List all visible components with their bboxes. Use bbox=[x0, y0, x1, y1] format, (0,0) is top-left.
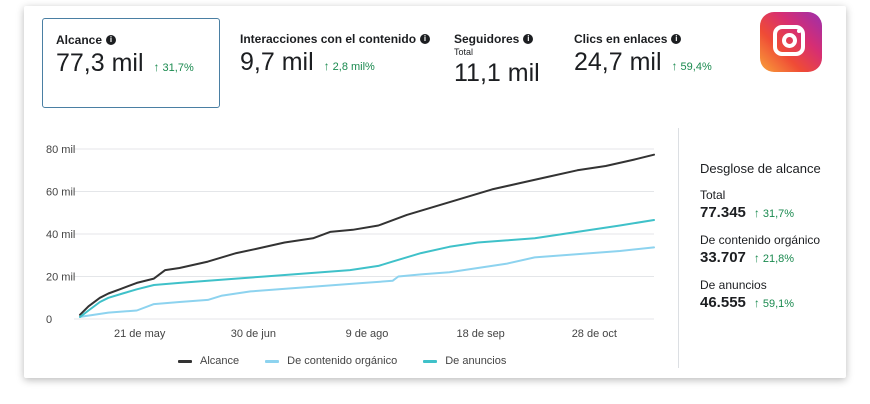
breakdown-divider bbox=[678, 128, 679, 368]
reach-breakdown: Desglose de alcance Total 77.345 ↑ 31,7% … bbox=[700, 161, 846, 311]
legend-item-reach[interactable]: Alcance bbox=[178, 355, 239, 367]
breakdown-item-value-row: 33.707 ↑ 21,8% bbox=[700, 249, 846, 266]
metric-interactions-change-value: 2,8 mil% bbox=[332, 61, 375, 73]
arrow-up-icon: ↑ bbox=[753, 296, 760, 310]
metric-followers-label-row: Seguidores i bbox=[454, 32, 540, 46]
insights-card: Alcance i 77,3 mil ↑ 31,7% Interacciones … bbox=[24, 6, 846, 378]
legend-item-ads[interactable]: De anuncios bbox=[423, 355, 506, 367]
metric-interactions-label-row: Interacciones con el contenido i bbox=[240, 32, 431, 46]
metric-link-clicks-value: 24,7 mil bbox=[574, 48, 662, 76]
metric-reach[interactable]: Alcance i 77,3 mil ↑ 31,7% bbox=[42, 18, 220, 108]
x-tick-label: 28 de oct bbox=[572, 328, 617, 340]
arrow-up-icon: ↑ bbox=[753, 251, 760, 265]
breakdown-item-label: De anuncios bbox=[700, 278, 767, 292]
info-icon[interactable]: i bbox=[523, 34, 534, 44]
metric-interactions[interactable]: Interacciones con el contenido i 9,7 mil… bbox=[240, 32, 431, 77]
legend-swatch bbox=[423, 359, 438, 363]
chart-legend: Alcance De contenido orgánico De anuncio… bbox=[178, 355, 506, 367]
breakdown-item-change: ↑ 21,8% bbox=[754, 251, 794, 265]
metric-followers-value-row: 11,1 mil bbox=[454, 59, 540, 88]
breakdown-item-label: Total bbox=[700, 188, 726, 202]
info-icon[interactable]: i bbox=[106, 35, 117, 45]
metric-interactions-label: Interacciones con el contenido bbox=[240, 32, 417, 46]
breakdown-item-value: 77.345 bbox=[700, 204, 746, 221]
metric-reach-change-value: 31,7% bbox=[162, 62, 194, 74]
breakdown-item-value: 33.707 bbox=[700, 249, 746, 266]
legend-label: De contenido orgánico bbox=[287, 355, 398, 367]
legend-label: De anuncios bbox=[445, 355, 507, 367]
breakdown-title: Desglose de alcance bbox=[700, 161, 821, 176]
metric-link-clicks-label: Clics en enlaces bbox=[574, 32, 668, 46]
y-tick-label: 80 mil bbox=[46, 144, 75, 156]
x-tick-label: 18 de sep bbox=[456, 328, 504, 340]
instagram-logo-ring bbox=[773, 25, 805, 56]
legend-label: Alcance bbox=[200, 355, 240, 367]
series-line-de-contenido-orgánico bbox=[79, 246, 655, 318]
x-tick-label: 21 de may bbox=[114, 328, 166, 340]
metric-link-clicks[interactable]: Clics en enlaces i 24,7 mil ↑ 59,4% bbox=[574, 32, 712, 77]
breakdown-item-change: ↑ 31,7% bbox=[754, 206, 794, 220]
metric-link-clicks-value-row: 24,7 mil ↑ 59,4% bbox=[574, 48, 712, 77]
info-icon[interactable]: i bbox=[671, 34, 682, 44]
breakdown-item-change-value: 59,1% bbox=[762, 298, 795, 310]
info-icon[interactable]: i bbox=[420, 34, 431, 44]
metric-followers[interactable]: Seguidores i Total 11,1 mil bbox=[454, 32, 540, 88]
x-tick-label: 30 de jun bbox=[231, 328, 276, 340]
instagram-logo-dot bbox=[797, 29, 801, 33]
breakdown-item-value: 46.555 bbox=[700, 294, 746, 311]
metric-link-clicks-change-value: 59,4% bbox=[680, 61, 712, 73]
breakdown-item-ads: De anuncios 46.555 ↑ 59,1% bbox=[700, 278, 846, 311]
metric-followers-value: 11,1 mil bbox=[454, 59, 540, 87]
breakdown-item-total: Total 77.345 ↑ 31,7% bbox=[700, 188, 846, 221]
breakdown-item-organic: De contenido orgánico 33.707 ↑ 21,8% bbox=[700, 233, 846, 266]
y-tick-label: 0 bbox=[46, 314, 52, 326]
y-tick-label: 60 mil bbox=[46, 187, 75, 199]
instagram-logo bbox=[760, 12, 822, 72]
legend-swatch bbox=[265, 359, 280, 363]
metric-followers-sub: Total bbox=[454, 47, 474, 57]
metric-link-clicks-label-row: Clics en enlaces i bbox=[574, 32, 712, 46]
arrow-up-icon: ↑ bbox=[153, 60, 160, 74]
arrow-up-icon: ↑ bbox=[671, 59, 678, 73]
breakdown-item-label: De contenido orgánico bbox=[700, 233, 821, 247]
reach-line-chart: 0 20 mil 40 mil 60 mil 80 mil 21 de may 30 de … bbox=[46, 144, 655, 340]
breakdown-item-change: ↑ 59,1% bbox=[754, 296, 794, 310]
breakdown-item-change-value: 31,7% bbox=[762, 208, 795, 220]
breakdown-item-value-row: 46.555 ↑ 59,1% bbox=[700, 294, 846, 311]
metric-reach-label: Alcance bbox=[56, 33, 103, 47]
series-line-alcance bbox=[79, 153, 655, 316]
metric-reach-value: 77,3 mil bbox=[56, 49, 144, 77]
arrow-up-icon: ↑ bbox=[323, 59, 330, 73]
y-tick-label: 40 mil bbox=[46, 229, 75, 241]
breakdown-item-change-value: 21,8% bbox=[762, 253, 795, 265]
metric-interactions-value: 9,7 mil bbox=[240, 48, 314, 76]
metric-reach-value-row: 77,3 mil ↑ 31,7% bbox=[56, 49, 194, 78]
metric-reach-change: ↑ 31,7% bbox=[154, 60, 194, 74]
metric-link-clicks-change: ↑ 59,4% bbox=[672, 59, 712, 73]
metric-interactions-value-row: 9,7 mil ↑ 2,8 mil% bbox=[240, 48, 430, 77]
series-line-de-anuncios bbox=[79, 219, 655, 318]
x-tick-label: 9 de ago bbox=[346, 328, 389, 340]
metric-interactions-change: ↑ 2,8 mil% bbox=[324, 59, 375, 73]
arrow-up-icon: ↑ bbox=[753, 206, 760, 220]
y-tick-label: 20 mil bbox=[46, 272, 75, 284]
instagram-logo-lens bbox=[782, 33, 797, 48]
breakdown-item-value-row: 77.345 ↑ 31,7% bbox=[700, 204, 846, 221]
metric-followers-label: Seguidores bbox=[454, 32, 520, 46]
legend-swatch bbox=[178, 359, 192, 363]
metric-reach-label-row: Alcance i bbox=[56, 33, 194, 47]
legend-item-organic[interactable]: De contenido orgánico bbox=[265, 355, 397, 367]
